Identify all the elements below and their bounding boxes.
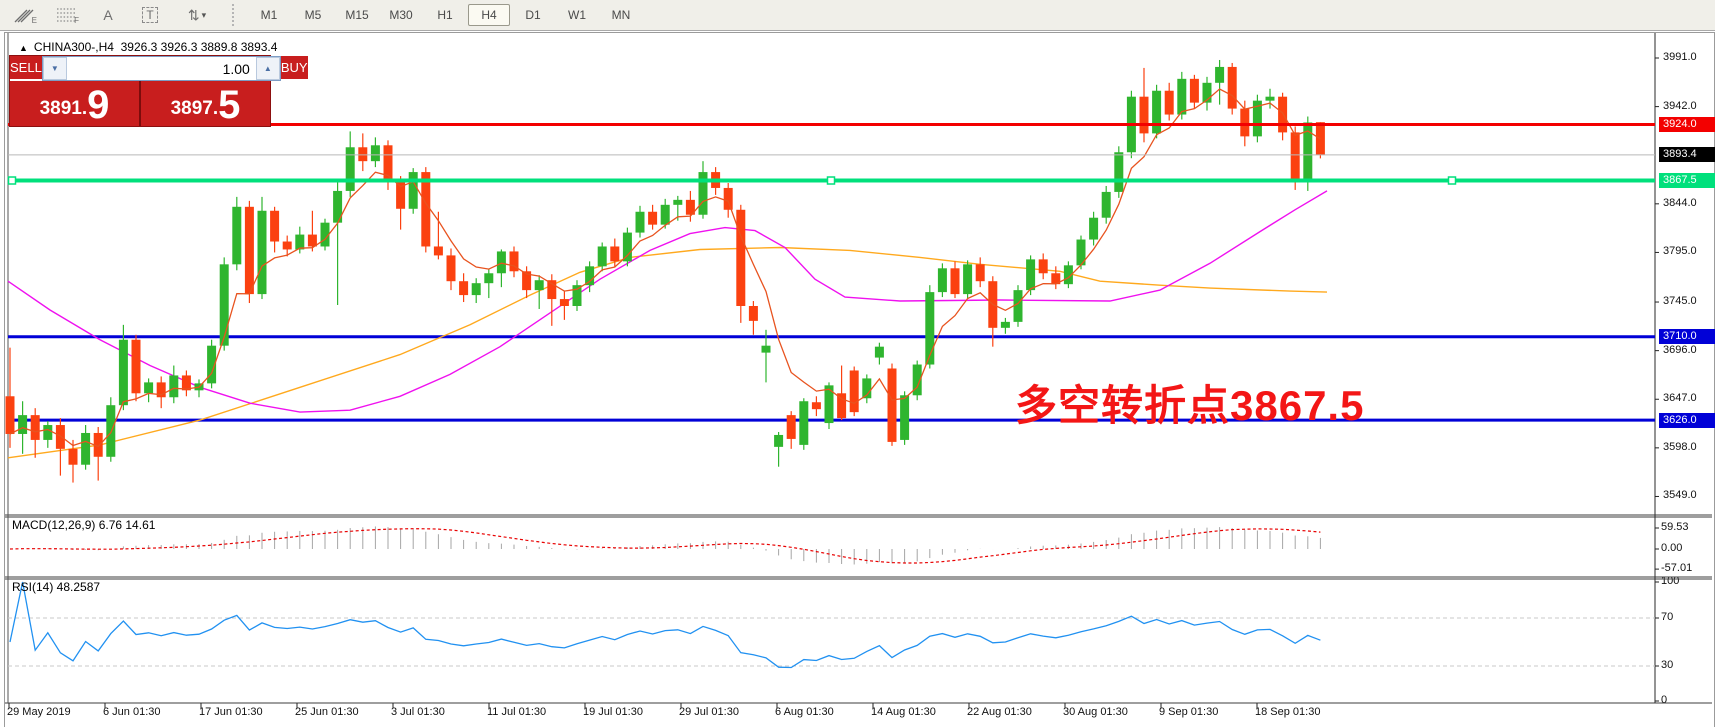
rsi-line bbox=[9, 581, 1321, 669]
timeframe-button-d1[interactable]: D1 bbox=[525, 8, 541, 22]
price-axis-label: 3991.0 bbox=[1663, 51, 1697, 63]
text-box-icon[interactable]: T bbox=[132, 3, 168, 27]
ma-fast-line bbox=[9, 88, 1321, 448]
one-click-trade-panel: SELL ▼ ▲ BUY 3891.9 3897.5 bbox=[9, 55, 308, 127]
ma-slow-line bbox=[7, 190, 1328, 413]
timeframe-button-m1[interactable]: M1 bbox=[260, 8, 278, 22]
buy-price-display[interactable]: 3897. 5 bbox=[141, 81, 270, 126]
volume-input[interactable] bbox=[66, 57, 256, 80]
rsi-axis-label: 100 bbox=[1661, 575, 1680, 587]
timeframe-button-w1[interactable]: W1 bbox=[568, 8, 586, 22]
level-price-badge: 3924.0 bbox=[1659, 116, 1715, 132]
level-price-badge: 3626.0 bbox=[1659, 412, 1715, 428]
rsi-label: RSI(14) 48.2587 bbox=[12, 580, 101, 594]
price-axis-label: 3549.0 bbox=[1663, 489, 1697, 502]
level-price-badge: 3867.5 bbox=[1659, 173, 1715, 188]
line-handle[interactable] bbox=[7, 176, 17, 185]
timeframe-button-m5[interactable]: M5 bbox=[304, 8, 322, 22]
price-axis-label: 3647.0 bbox=[1663, 392, 1697, 405]
chart-text-annotation[interactable]: 多空转折点3867.5 bbox=[1015, 382, 1365, 429]
chart-title: ▲ CHINA300-,H4 3926.3 3926.3 3889.8 3893.… bbox=[19, 40, 277, 54]
symbol-name: CHINA300-,H4 bbox=[33, 40, 114, 54]
macd-label: MACD(12,26,9) 6.76 14.61 bbox=[12, 518, 156, 532]
price-axis-label: 3844.0 bbox=[1663, 196, 1697, 209]
time-axis-label: 22 Aug 01:30 bbox=[967, 706, 1032, 718]
time-axis-label: 17 Jun 01:30 bbox=[199, 706, 263, 718]
timeframe-button-m15[interactable]: M15 bbox=[345, 8, 369, 22]
chevron-down-icon: ▾ bbox=[201, 9, 207, 20]
time-axis-label: 29 May 2019 bbox=[7, 706, 71, 718]
arrows-tool-icon[interactable]: ⇅ ▾ bbox=[187, 6, 207, 23]
macd-axis-label: 59.53 bbox=[1661, 521, 1689, 533]
time-axis-label: 30 Aug 01:30 bbox=[1063, 706, 1128, 718]
volume-decrease-button[interactable]: ▼ bbox=[42, 57, 67, 80]
price-axis-label: 3942.0 bbox=[1663, 99, 1697, 112]
timeframe-button-h4[interactable]: H4 bbox=[468, 4, 510, 26]
text-label-icon[interactable]: A bbox=[103, 7, 113, 23]
time-axis-label: 25 Jun 01:30 bbox=[295, 706, 359, 718]
timeframe-button-mn[interactable]: MN bbox=[611, 8, 631, 22]
price-axis-label: 3795.0 bbox=[1663, 245, 1697, 258]
time-axis-label: 6 Jun 01:30 bbox=[103, 706, 161, 718]
time-axis-label: 29 Jul 01:30 bbox=[679, 706, 739, 718]
buy-button[interactable]: BUY bbox=[280, 56, 308, 81]
chart-window: ▲ CHINA300-,H4 3926.3 3926.3 3889.8 3893.… bbox=[4, 32, 1715, 727]
current-price-badge: 3893.4 bbox=[1659, 147, 1715, 163]
macd-signal-line bbox=[9, 528, 1321, 564]
rsi-axis-label: 30 bbox=[1661, 659, 1674, 671]
macd-axis-label: -57.01 bbox=[1661, 562, 1693, 575]
time-axis-label: 11 Jul 01:30 bbox=[487, 706, 547, 718]
rsi-axis-label: 0 bbox=[1661, 694, 1668, 706]
time-axis-label: 6 Aug 01:30 bbox=[775, 706, 834, 718]
collapse-panel-icon[interactable]: ▲ bbox=[19, 43, 28, 53]
level-price-badge: 3710.0 bbox=[1659, 329, 1715, 345]
rsi-axis-label: 70 bbox=[1661, 611, 1674, 623]
volume-increase-button[interactable]: ▲ bbox=[255, 57, 280, 80]
time-axis-label: 9 Sep 01:30 bbox=[1159, 706, 1219, 718]
time-axis-label: 3 Jul 01:30 bbox=[391, 706, 445, 718]
line-handle[interactable] bbox=[1447, 176, 1457, 185]
ohlc-readout: 3926.3 3926.3 3889.8 3893.4 bbox=[120, 40, 278, 54]
timeframe-button-h1[interactable]: H1 bbox=[437, 8, 453, 22]
candles-series bbox=[5, 59, 1325, 483]
volume-stepper: ▼ ▲ bbox=[41, 56, 281, 81]
line-handle[interactable] bbox=[826, 176, 836, 185]
price-axis-label: 3745.0 bbox=[1663, 295, 1697, 308]
sell-price-display[interactable]: 3891. 9 bbox=[10, 81, 141, 126]
price-axis-label: 3598.0 bbox=[1663, 440, 1697, 453]
sell-button[interactable]: SELL bbox=[10, 56, 42, 81]
top-toolbar: E F A T ⇅ ▾ M1 M5 M15 M30 H1 H4 D1 W1 MN bbox=[0, 0, 1715, 31]
macd-axis-label: 0.00 bbox=[1661, 542, 1683, 554]
timeframe-button-group: M1 M5 M15 M30 H1 H4 D1 W1 MN bbox=[247, 4, 643, 26]
price-axis-label: 3696.0 bbox=[1663, 343, 1697, 356]
time-axis-label: 18 Sep 01:30 bbox=[1255, 706, 1321, 718]
toolbar-separator bbox=[232, 4, 239, 26]
fibo-retracement-icon[interactable]: F bbox=[48, 3, 84, 27]
timeframe-button-m30[interactable]: M30 bbox=[389, 8, 413, 22]
time-axis-label: 19 Jul 01:30 bbox=[583, 706, 643, 718]
equidistant-channel-icon[interactable]: E bbox=[6, 3, 42, 27]
time-axis-label: 14 Aug 01:30 bbox=[871, 706, 936, 718]
